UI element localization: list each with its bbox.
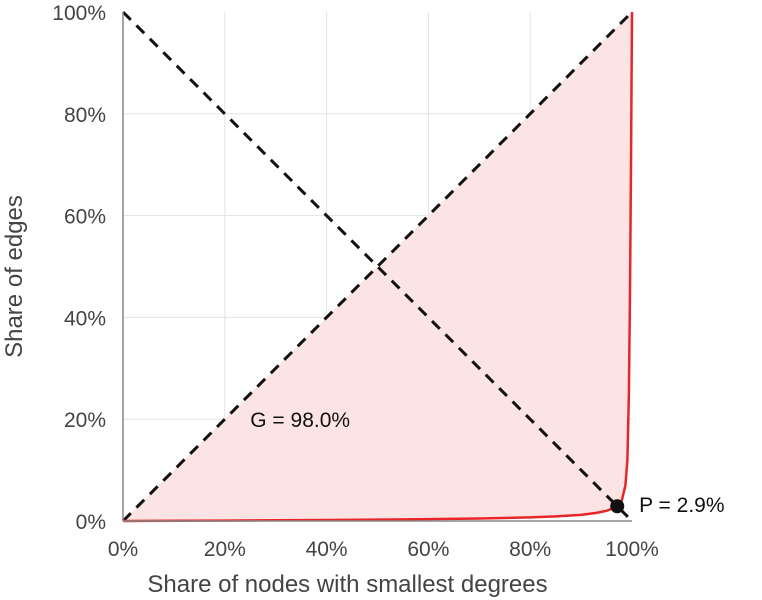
x-tick-label: 80% <box>509 538 551 561</box>
y-tick-label: 40% <box>64 307 106 330</box>
reference-lines <box>121 10 634 523</box>
p-marker-point <box>610 499 625 514</box>
y-tick-label: 100% <box>52 2 106 25</box>
x-tick-label: 20% <box>204 538 246 561</box>
equality-diagonal-line <box>121 10 634 523</box>
x-tick-label: 60% <box>407 538 449 561</box>
lorenz-curve <box>122 11 634 523</box>
x-tick-label: 0% <box>108 538 138 561</box>
p-annotation: P = 2.9% <box>639 494 724 517</box>
y-tick-label: 60% <box>64 206 106 229</box>
x-tick-label: 100% <box>605 538 659 561</box>
y-tick-label: 80% <box>64 104 106 127</box>
gini-annotation: G = 98.0% <box>250 409 350 432</box>
tick-labels: 0% 20% 40% 60% 80% 100% 0% 20% 40% 60% 80% 100% <box>52 2 659 561</box>
y-tick-label: 0% <box>76 511 106 534</box>
anti-diagonal-line <box>121 10 634 523</box>
axes <box>122 12 632 522</box>
x-tick-label: 40% <box>306 538 348 561</box>
x-axis-label: Share of nodes with smallest degrees <box>147 571 547 598</box>
y-tick-label: 20% <box>64 409 106 432</box>
y-axis-label: Share of edges <box>1 195 28 358</box>
